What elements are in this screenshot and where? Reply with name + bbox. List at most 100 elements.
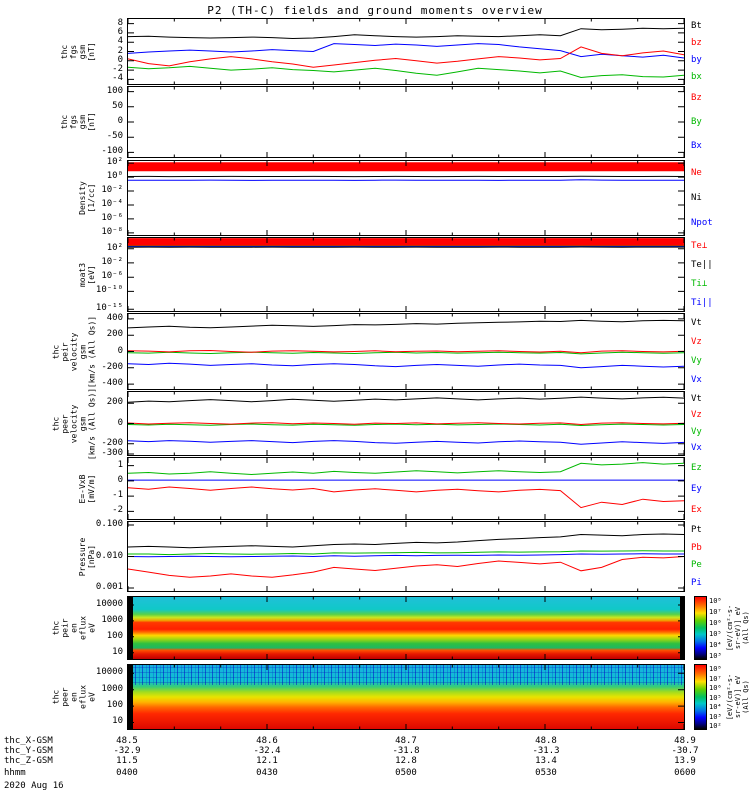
y-tick-label: 10000 <box>95 599 123 609</box>
axis-row-value: 48.7 <box>395 736 417 746</box>
series-label-Bz: Bz <box>691 93 702 103</box>
y-tick-label: 0.010 <box>95 551 123 561</box>
colorbar-tick-label: 10³ <box>709 713 722 721</box>
axis-row-value: 0600 <box>674 768 696 778</box>
colorbar-tick-label: 10⁴ <box>709 703 722 711</box>
axis-title-velocity-peir: thc peir velocity gsm [km/s (All Qs)] <box>51 315 96 388</box>
y-tick-label: 10⁻² <box>101 257 123 267</box>
panel-temperature <box>127 237 685 312</box>
trace-Vt <box>128 397 684 402</box>
axis-title-density: Density [1/cc] <box>78 181 96 215</box>
panel-canvas-spec-peir <box>128 597 684 659</box>
y-tick-label: 4 <box>117 36 123 46</box>
axis-row-value: -32.9 <box>113 746 141 756</box>
axis-title-spec-peer: thc peer en eflux eV <box>51 684 96 710</box>
colorbar-tick-label: 10⁸ <box>709 665 722 673</box>
trace-Vx <box>128 363 684 368</box>
series-label-Pt: Pt <box>691 525 702 535</box>
colorbar-tick-label: 10⁴ <box>709 641 722 649</box>
axis-row-label-hhmm: hhmm <box>4 768 26 778</box>
trace-Vz <box>128 351 684 353</box>
trace-bx <box>128 66 684 77</box>
y-tick-label: 0 <box>117 418 123 428</box>
data-gap-right <box>680 597 684 659</box>
trace-Pi <box>128 554 684 557</box>
series-label-bz: bz <box>691 38 702 48</box>
y-tick-label: 100 <box>106 700 123 710</box>
series-label-Vy: Vy <box>691 427 702 437</box>
panel-canvas-velocity-peir <box>128 314 684 389</box>
series-label-Te⊥: Te⊥ <box>691 241 708 251</box>
y-tick-label: -300 <box>101 448 123 458</box>
series-label-Ni: Ni <box>691 193 702 203</box>
y-tick-label: 10⁻¹⁵ <box>95 303 123 313</box>
y-tick-label: 10⁻¹⁰ <box>95 285 123 295</box>
y-tick-label: 100 <box>106 86 123 96</box>
y-tick-label: 10² <box>106 157 123 167</box>
axis-row-value: 48.6 <box>256 736 278 746</box>
panel-bfield-zoom <box>127 18 685 85</box>
trace-Bt <box>128 28 684 38</box>
series-label-Vz: Vz <box>691 337 702 347</box>
trace-Ez <box>128 463 684 475</box>
series-label-Vt: Vt <box>691 394 702 404</box>
trace-bz <box>128 47 684 67</box>
panel-canvas-bfield-zoom <box>128 19 684 84</box>
panel-canvas-density <box>128 161 684 235</box>
y-tick-label: -4 <box>112 73 123 83</box>
y-tick-label: 0 <box>117 346 123 356</box>
panel-canvas-temperature <box>128 238 684 311</box>
y-tick-label: 200 <box>106 397 123 407</box>
axis-ticks <box>128 522 684 591</box>
y-tick-label: -2 <box>112 505 123 515</box>
axis-ticks <box>128 161 684 235</box>
y-tick-label: 200 <box>106 329 123 339</box>
trace-Pb <box>128 557 684 578</box>
y-tick-label: 6 <box>117 27 123 37</box>
y-tick-label: 10 <box>112 647 123 657</box>
axis-title-velocity-peer: thc peer velocity gsm [km/s (All Qs)] <box>51 387 96 460</box>
y-tick-label: 0 <box>117 55 123 65</box>
axis-title-efield: E=-VxB [mV/m] <box>78 474 96 503</box>
series-label-by: by <box>691 55 702 65</box>
series-label-Npot: Npot <box>691 218 713 228</box>
axis-ticks <box>128 458 684 519</box>
y-tick-label: 8 <box>117 18 123 28</box>
series-label-Ex: Ex <box>691 505 702 515</box>
series-label-Pi: Pi <box>691 578 702 588</box>
axis-ticks <box>128 19 684 84</box>
axis-ticks <box>128 665 684 729</box>
series-label-Pb: Pb <box>691 543 702 553</box>
series-label-Vx: Vx <box>691 375 702 385</box>
y-tick-label: 400 <box>106 313 123 323</box>
axis-row-value: -32.4 <box>253 746 281 756</box>
colorbar-tick-label: 10² <box>709 722 722 730</box>
panel-canvas-bfield <box>128 87 684 157</box>
series-label-Vt: Vt <box>691 318 702 328</box>
plot-title: P2 (TH-C) fields and ground moments over… <box>207 4 543 17</box>
panel-canvas-velocity-peer <box>128 392 684 455</box>
trace-Pe <box>128 551 684 555</box>
series-label-Bx: Bx <box>691 141 702 151</box>
axis-row-value: 48.5 <box>116 736 138 746</box>
colorbar-tick-label: 10³ <box>709 652 722 660</box>
y-tick-label: 0.001 <box>95 582 123 592</box>
axis-title-bfield-zoom: thc fgs gsm [nT] <box>60 41 96 62</box>
axis-row-label-thc_X-GSM: thc_X-GSM <box>4 736 53 746</box>
data-gap-left <box>128 665 133 729</box>
series-label-bx: bx <box>691 72 702 82</box>
axis-row-value: -31.3 <box>532 746 560 756</box>
panel-velocity-peir <box>127 313 685 390</box>
y-tick-label: 10⁻⁶ <box>101 271 123 281</box>
panel-canvas-pressure <box>128 522 684 591</box>
axis-row-value: -31.8 <box>392 746 420 756</box>
y-tick-label: -200 <box>101 362 123 372</box>
axis-row-value: 11.5 <box>116 756 138 766</box>
axis-row-value: 12.8 <box>395 756 417 766</box>
y-tick-label: -50 <box>106 131 123 141</box>
series-label-Bt: Bt <box>691 21 702 31</box>
trace-Vt <box>128 320 684 328</box>
axis-row-label-thc_Z-GSM: thc_Z-GSM <box>4 756 53 766</box>
panel-pressure <box>127 521 685 592</box>
